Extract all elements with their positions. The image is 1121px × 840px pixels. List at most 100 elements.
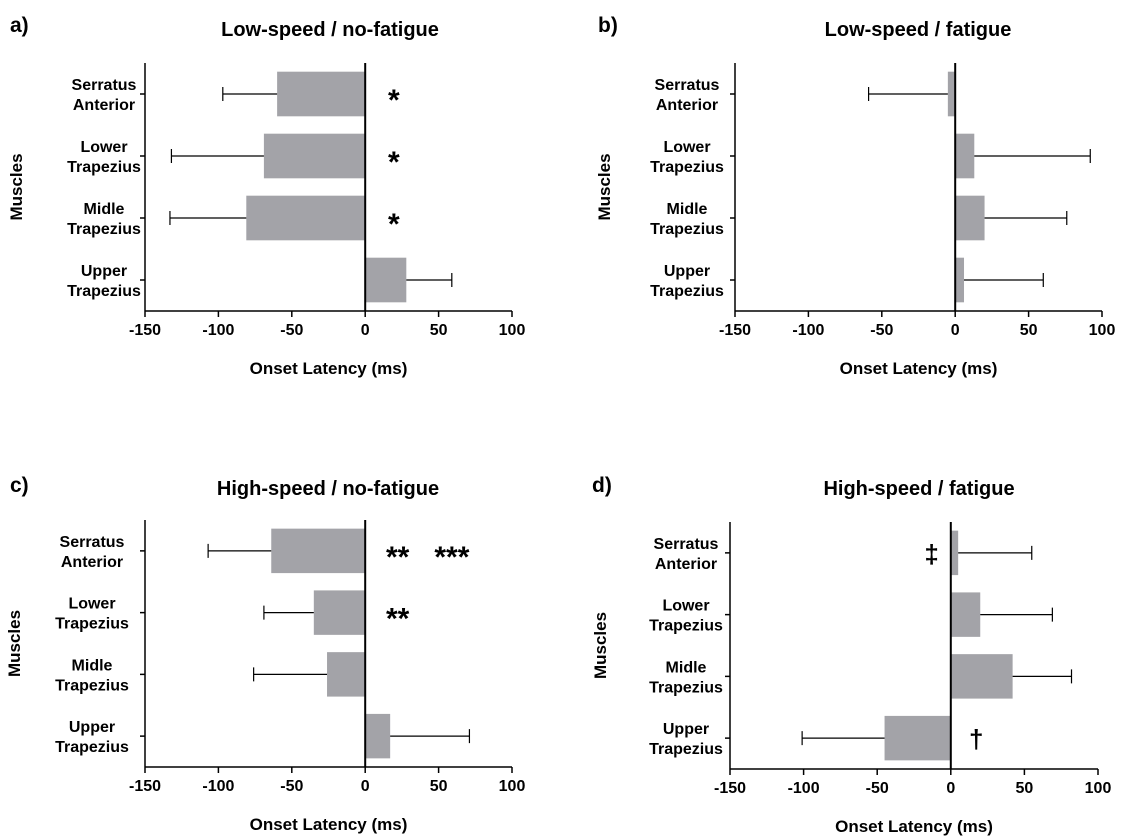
category-label: Trapezius [55, 739, 129, 756]
significance-marker: * [388, 208, 400, 241]
significance-marker: † [969, 724, 983, 754]
category-label: Trapezius [55, 677, 129, 694]
bar [365, 257, 407, 303]
y-axis-label: Muscles [591, 612, 610, 679]
y-axis-label: Muscles [7, 153, 26, 220]
category-label: Lower [662, 598, 709, 615]
chart-title: High-speed / no-fatigue [217, 478, 439, 500]
bar [313, 590, 366, 635]
bar [955, 195, 985, 241]
x-tick-label: 0 [951, 322, 960, 339]
panel-label: a) [10, 14, 29, 37]
x-tick-label: 50 [430, 322, 448, 339]
category-label: Trapezius [67, 159, 141, 176]
bar [246, 195, 366, 241]
chart-panel-2: b) Low-speed / fatigue Serratus Anterior Low… [595, 14, 1115, 378]
x-tick-label: 100 [499, 778, 526, 795]
x-tick-label: -100 [792, 322, 824, 339]
x-axis-label: Onset Latency (ms) [250, 359, 408, 378]
significance-marker: ** [386, 603, 410, 636]
y-axis-label: Muscles [595, 153, 614, 220]
panel-label: c) [10, 474, 29, 497]
x-tick-label: 100 [1085, 780, 1112, 797]
chart-panel-4: d) High-speed / fatigue Serratus Anterior ‡ L… [591, 474, 1111, 836]
category-label: Trapezius [649, 679, 723, 696]
x-tick-label: 50 [1016, 780, 1034, 797]
bar [947, 71, 956, 117]
category-label: Trapezius [650, 159, 724, 176]
x-tick-label: -50 [280, 778, 303, 795]
category-label: Anterior [61, 554, 123, 571]
x-tick-label: -100 [788, 780, 820, 797]
chart-title: Low-speed / no-fatigue [221, 19, 439, 41]
category-label: Serratus [72, 77, 137, 94]
category-label: Trapezius [67, 221, 141, 238]
x-tick-label: 100 [499, 322, 526, 339]
panel-label: b) [598, 14, 618, 37]
x-tick-label: -100 [202, 322, 234, 339]
bar [950, 530, 959, 576]
category-label: Trapezius [649, 618, 723, 635]
significance-marker: ** *** [386, 541, 470, 574]
x-tick-label: 0 [361, 778, 370, 795]
bar [955, 257, 965, 303]
bar [955, 133, 975, 179]
x-tick-label: -50 [870, 322, 893, 339]
category-label: Upper [664, 263, 710, 280]
y-axis-label: Muscles [5, 610, 24, 677]
x-tick-label: -150 [129, 778, 161, 795]
chart-title: High-speed / fatigue [823, 478, 1014, 500]
category-label: Anterior [655, 556, 717, 573]
category-label: Anterior [73, 97, 135, 114]
x-tick-label: 50 [430, 778, 448, 795]
category-label: Serratus [655, 77, 720, 94]
category-label: Midle [84, 201, 125, 218]
category-label: Upper [81, 263, 127, 280]
bar [950, 592, 981, 637]
x-tick-label: -150 [714, 780, 746, 797]
significance-marker: * [388, 84, 400, 117]
x-tick-label: -150 [719, 322, 751, 339]
category-label: Trapezius [55, 616, 129, 633]
x-tick-label: -50 [866, 780, 889, 797]
bar [263, 133, 366, 179]
bar [327, 652, 366, 697]
category-label: Lower [663, 139, 710, 156]
chart-title: Low-speed / fatigue [825, 19, 1012, 41]
x-tick-label: -150 [129, 322, 161, 339]
bar [884, 715, 951, 761]
x-axis-label: Onset Latency (ms) [835, 817, 993, 836]
category-label: Midle [666, 659, 707, 676]
significance-marker: ‡ [924, 539, 938, 569]
category-label: Lower [68, 596, 115, 613]
chart-panel-3: c) High-speed / no-fatigue Serratus Anterio… [5, 474, 525, 834]
x-tick-label: 50 [1020, 322, 1038, 339]
x-tick-label: -50 [280, 322, 303, 339]
category-label: Trapezius [67, 283, 141, 300]
category-label: Midle [667, 201, 708, 218]
chart-panel-1: a) Low-speed / no-fatigue Serratus Anterior… [7, 14, 525, 378]
x-tick-label: -100 [202, 778, 234, 795]
bar [365, 713, 391, 759]
category-label: Trapezius [650, 283, 724, 300]
category-label: Midle [72, 657, 113, 674]
category-label: Trapezius [650, 221, 724, 238]
category-label: Anterior [656, 97, 718, 114]
x-axis-label: Onset Latency (ms) [840, 359, 998, 378]
category-label: Serratus [654, 536, 719, 553]
category-label: Lower [80, 139, 127, 156]
x-tick-label: 0 [361, 322, 370, 339]
bar [271, 528, 366, 574]
bar [277, 71, 366, 117]
x-tick-label: 0 [946, 780, 955, 797]
significance-marker: * [388, 146, 400, 179]
category-label: Upper [663, 721, 709, 738]
category-label: Upper [69, 719, 115, 736]
panel-label: d) [592, 474, 612, 497]
x-tick-label: 100 [1089, 322, 1116, 339]
category-label: Trapezius [649, 741, 723, 758]
category-label: Serratus [60, 534, 125, 551]
x-axis-label: Onset Latency (ms) [250, 815, 408, 834]
bar [950, 654, 1013, 699]
